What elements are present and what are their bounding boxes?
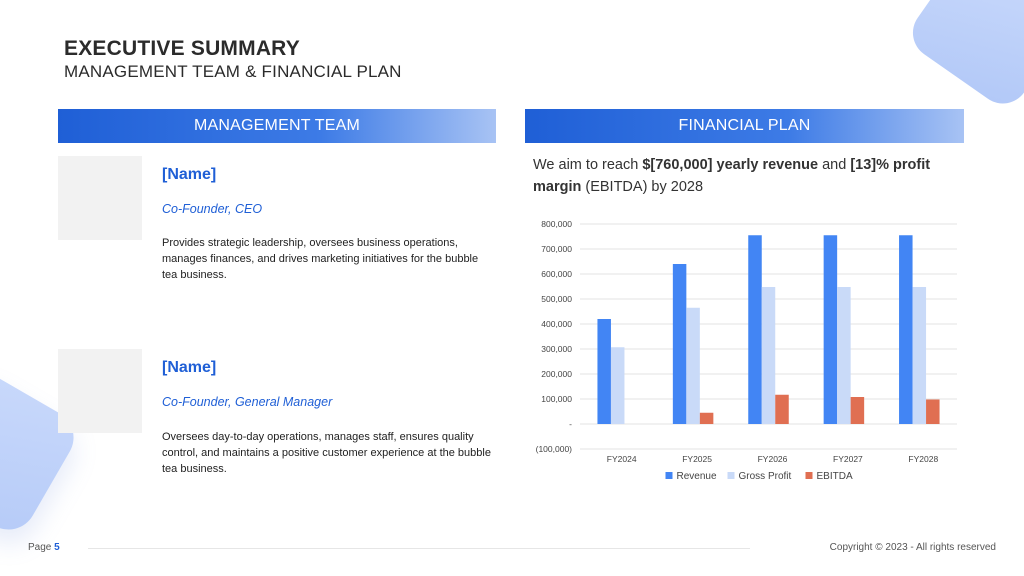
copyright-notice: Copyright © 2023 - All rights reserved — [829, 542, 996, 553]
page-label: Page — [28, 542, 52, 553]
financial-intro-text: We aim to reach $[760,000] yearly revenu… — [533, 154, 963, 198]
bar-gross-profit — [912, 287, 927, 424]
page-number: 5 — [54, 542, 60, 553]
intro-text-1: We aim to reach — [533, 157, 643, 173]
decorative-shape-top-right — [902, 0, 1024, 114]
member-role: Co-Founder, General Manager — [162, 395, 333, 409]
bar-revenue — [672, 264, 687, 424]
x-tick-label: FY2025 — [682, 454, 712, 464]
x-tick-label: FY2024 — [607, 454, 637, 464]
legend-label: Gross Profit — [739, 471, 792, 482]
y-tick-label: 700,000 — [541, 244, 572, 254]
bar-gross-profit — [837, 287, 851, 424]
y-tick-label: 400,000 — [541, 319, 572, 329]
member-name: [Name] — [162, 166, 217, 183]
y-tick-label: 600,000 — [541, 269, 572, 279]
y-tick-label: - — [569, 419, 572, 429]
page-subtitle: MANAGEMENT TEAM & FINANCIAL PLAN — [64, 62, 402, 81]
bar-ebitda — [850, 397, 865, 424]
bar-ebitda — [699, 412, 714, 424]
x-tick-label: FY2026 — [758, 454, 788, 464]
intro-margin-target: [13]% profit margin — [533, 157, 931, 195]
bar-gross-profit — [686, 307, 700, 424]
member-description: Oversees day-to-day operations, manages … — [162, 431, 491, 475]
intro-revenue-target: $[760,000] yearly revenue — [642, 157, 819, 173]
intro-text-3: (EBITDA) by 2028 — [581, 179, 704, 195]
member-photo-placeholder[interactable] — [58, 349, 142, 433]
bar-ebitda — [926, 399, 940, 424]
y-tick-label: 800,000 — [541, 219, 572, 229]
y-tick-label: (100,000) — [536, 444, 573, 454]
intro-text-2: and — [818, 157, 851, 173]
legend-swatch — [665, 472, 673, 479]
member-name: [Name] — [162, 359, 217, 376]
financial-bar-chart: (100,000) - 100,000 200,000 300,000 400,000 50… — [536, 219, 957, 482]
y-tick-label: 200,000 — [541, 369, 572, 379]
legend-label: EBITDA — [817, 471, 853, 482]
y-tick-label: 500,000 — [541, 294, 572, 304]
legend-swatch — [805, 472, 813, 479]
y-tick-label: 300,000 — [541, 344, 572, 354]
financial-plan-header: FINANCIAL PLAN — [525, 109, 964, 143]
management-team-header: MANAGEMENT TEAM — [58, 109, 496, 143]
page-title: EXECUTIVE SUMMARY — [64, 37, 300, 60]
y-tick-label: 100,000 — [541, 394, 572, 404]
footer-divider — [88, 548, 750, 549]
bar-ebitda — [775, 394, 789, 424]
member-photo-placeholder[interactable] — [58, 156, 142, 240]
bar-gross-profit — [761, 287, 776, 424]
legend-swatch — [727, 472, 735, 479]
member-role: Co-Founder, CEO — [162, 202, 263, 216]
bar-revenue — [899, 235, 913, 424]
bar-gross-profit — [610, 347, 625, 424]
bar-revenue — [748, 235, 762, 424]
bar-revenue — [823, 235, 838, 424]
member-description: Provides strategic leadership, oversees … — [162, 237, 479, 281]
legend-label: Revenue — [677, 471, 717, 482]
page-indicator: Page 5 — [28, 542, 60, 553]
x-tick-label: FY2027 — [833, 454, 863, 464]
bar-revenue — [597, 319, 611, 424]
x-tick-label: FY2028 — [908, 454, 938, 464]
